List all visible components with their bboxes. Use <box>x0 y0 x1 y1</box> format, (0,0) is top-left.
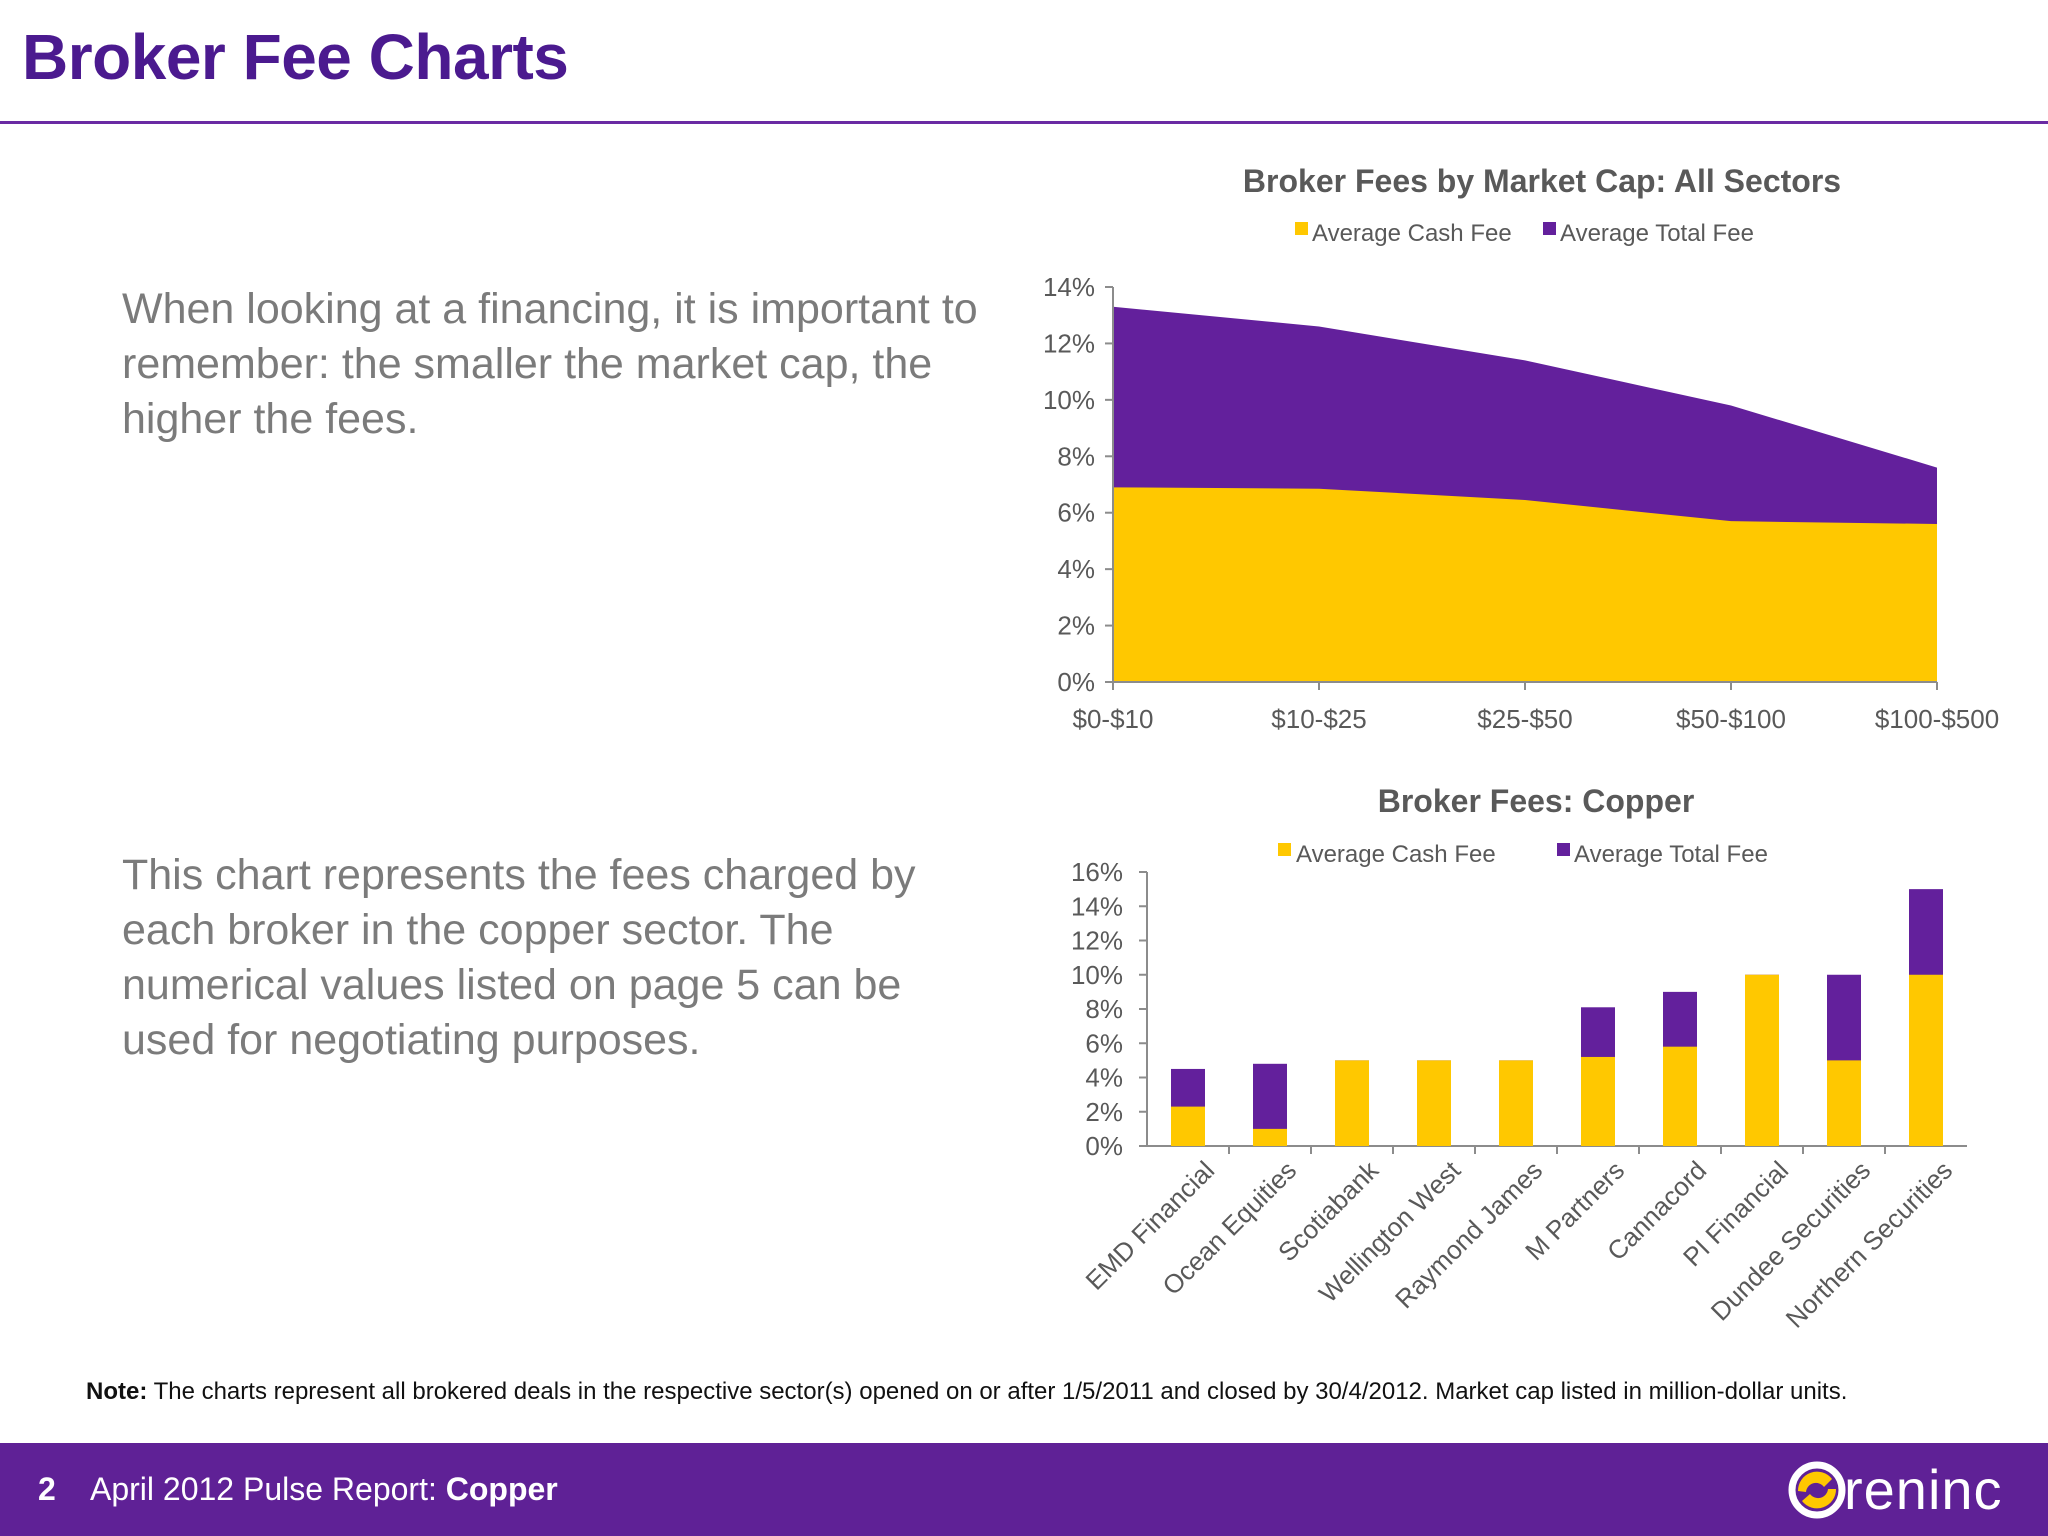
footer-page-number: 2 <box>38 1471 56 1507</box>
chart2-x-tick-label: Raymond James <box>1389 1155 1548 1314</box>
chart2-x-tick-label: Wellington West <box>1313 1154 1467 1308</box>
chart1-x-tick-label: $10-$25 <box>1271 704 1366 734</box>
chart2-bar-cash <box>1581 1056 1615 1146</box>
chart2-bar-cash <box>1909 974 1943 1146</box>
footnote-text: The charts represent all brokered deals … <box>147 1378 1848 1405</box>
chart1-y-tick-label: 8% <box>1057 441 1095 471</box>
chart2-legend-cash-swatch <box>1278 843 1291 856</box>
chart2-title: Broker Fees: Copper <box>1378 783 1695 819</box>
company-logo: reninc <box>1788 1455 2028 1525</box>
chart2-bar-cash <box>1335 1060 1369 1146</box>
footer-report-title: April 2012 Pulse Report: Copper <box>90 1471 558 1508</box>
title-rule <box>0 121 2048 124</box>
chart1-area-cash <box>1113 487 1937 682</box>
chart2-bar-cash <box>1253 1128 1287 1146</box>
footer-report-prefix: April 2012 Pulse Report: <box>90 1471 446 1507</box>
chart2-y-tick-label: 12% <box>1071 926 1123 956</box>
chart1-y-tick-label: 6% <box>1057 498 1095 528</box>
footer-report-sector: Copper <box>445 1471 558 1507</box>
chart1-legend-total-swatch <box>1543 222 1556 235</box>
chart1-y-tick-label: 2% <box>1057 611 1095 641</box>
chart1-y-tick-label: 0% <box>1057 667 1095 697</box>
chart1-y-tick-label: 12% <box>1043 328 1095 358</box>
chart2-legend-total-swatch <box>1557 843 1570 856</box>
chart1-title: Broker Fees by Market Cap: All Sectors <box>1243 163 1841 199</box>
logo-swirl-icon <box>1788 1461 1846 1519</box>
chart1-x-tick-label: $50-$100 <box>1676 704 1786 734</box>
chart1-x-tick-label: $100-$500 <box>1875 704 1999 734</box>
chart2-y-tick-label: 2% <box>1085 1097 1123 1127</box>
chart2-y-tick-label: 10% <box>1071 960 1123 990</box>
chart2-bar-cash <box>1417 1060 1451 1146</box>
chart1-legend-cash-swatch <box>1295 222 1308 235</box>
charts-canvas: Broker Fees by Market Cap: All Sectors Av… <box>1043 163 1999 1334</box>
chart2-y-tick-label: 6% <box>1085 1028 1123 1058</box>
chart2-bar-cash <box>1827 1060 1861 1146</box>
chart2-bar-cash <box>1663 1046 1697 1146</box>
footnote: Note: The charts represent all brokered … <box>86 1378 2016 1406</box>
chart2-y-tick-label: 4% <box>1085 1063 1123 1093</box>
chart1-legend-total-label: Average Total Fee <box>1560 220 1754 247</box>
chart2-y-tick-label: 8% <box>1085 994 1123 1024</box>
chart2-legend-total-label: Average Total Fee <box>1574 841 1768 868</box>
chart2-bar-cash <box>1499 1060 1533 1146</box>
chart2-y-tick-label: 0% <box>1085 1131 1123 1161</box>
chart2-legend-cash-label: Average Cash Fee <box>1296 841 1496 868</box>
chart1-y-tick-label: 4% <box>1057 554 1095 584</box>
chart2-y-tick-label: 14% <box>1071 891 1123 921</box>
chart1-y-tick-label: 14% <box>1043 272 1095 302</box>
chart2-bar-cash <box>1745 974 1779 1146</box>
chart1-y-tick-label: 10% <box>1043 385 1095 415</box>
chart1-x-tick-label: $25-$50 <box>1477 704 1572 734</box>
chart1-legend-cash-label: Average Cash Fee <box>1312 220 1512 247</box>
intro-paragraph: When looking at a financing, it is impor… <box>122 285 978 443</box>
footnote-label: Note: <box>86 1378 148 1405</box>
copper-paragraph: This chart represents the fees charged b… <box>122 851 916 1064</box>
chart2-y-tick-label: 16% <box>1071 857 1123 887</box>
page-title: Broker Fee Charts <box>22 21 569 93</box>
chart2-bar-cash <box>1171 1106 1205 1146</box>
chart1-x-tick-label: $0-$10 <box>1073 704 1154 734</box>
logo-wordmark: reninc <box>1844 1458 2003 1521</box>
footer-bar: 2 April 2012 Pulse Report: Copper reninc <box>0 1443 2048 1536</box>
